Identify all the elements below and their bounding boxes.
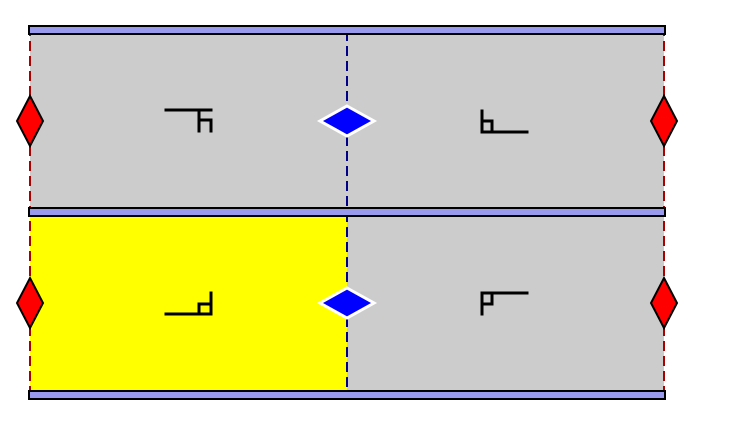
glyph-r0-c1 — [480, 109, 529, 134]
red-diamond-r1-left — [15, 275, 45, 331]
glyph-r1-c0 — [164, 291, 213, 316]
tile-r0-c1 — [347, 31, 664, 212]
red-diamond-r0-left — [15, 93, 45, 149]
glyph-r1-c1 — [480, 291, 529, 316]
tile-r1-c0 — [30, 212, 347, 395]
blue-diamond-r1-middle — [316, 286, 378, 320]
glyph-r0-c0 — [164, 108, 213, 133]
red-diamond-r0-right — [649, 93, 679, 149]
blue-diamond-r0-middle — [316, 104, 378, 138]
tile-r1-c1 — [347, 212, 664, 395]
red-diamond-r1-right — [649, 275, 679, 331]
band-top — [28, 25, 666, 35]
band-middle — [28, 207, 666, 217]
band-bottom — [28, 390, 666, 400]
tile-r0-c0 — [30, 31, 347, 212]
